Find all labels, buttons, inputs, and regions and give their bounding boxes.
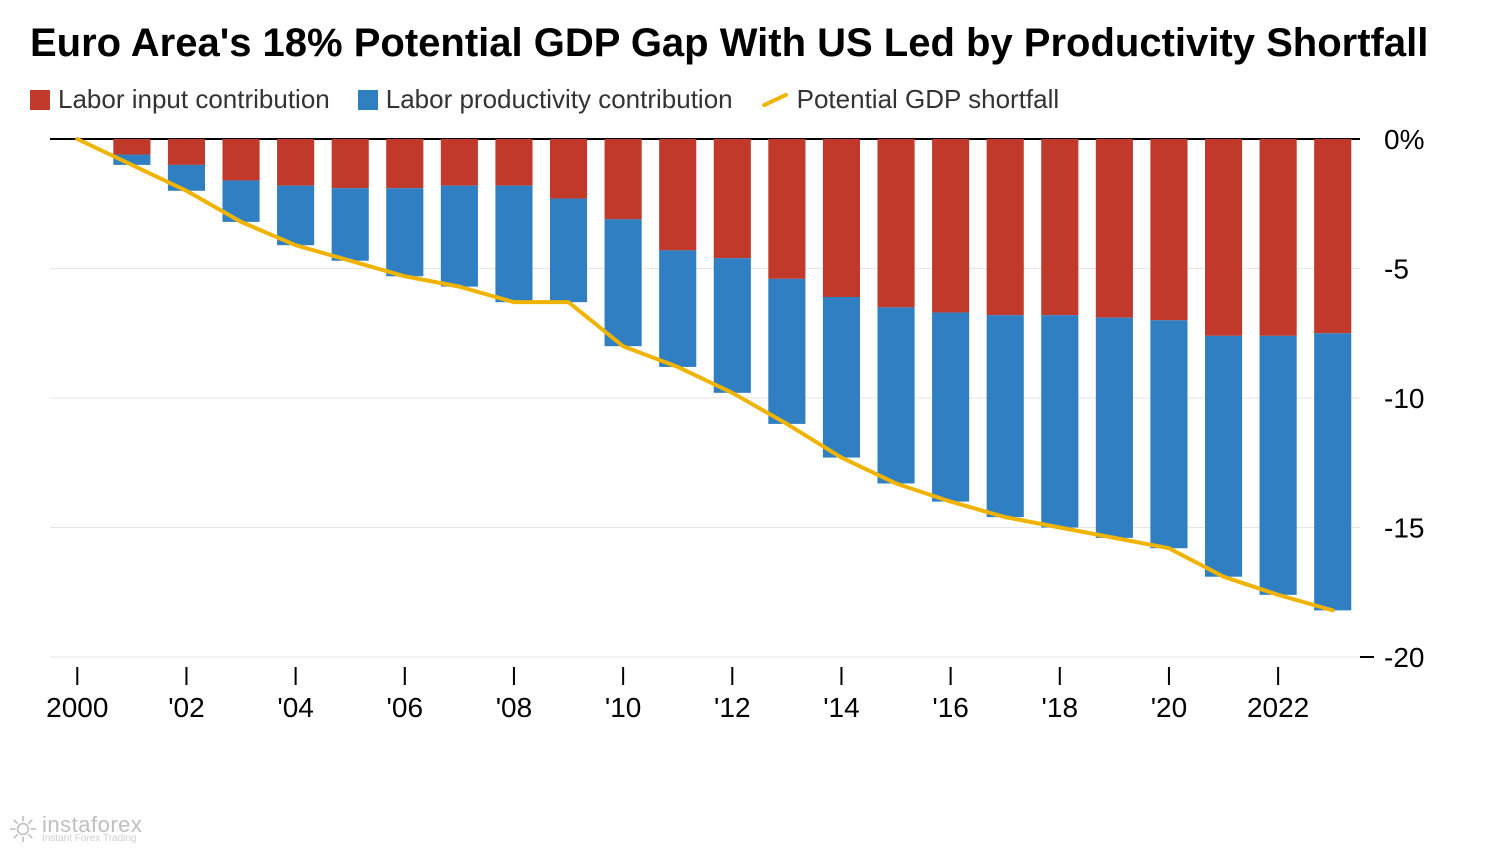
x-tick-label: '12	[714, 692, 751, 723]
bar-labor-productivity	[1205, 336, 1242, 577]
bar-labor-productivity	[714, 258, 751, 393]
x-tick-label: '08	[496, 692, 533, 723]
bar-labor-input	[332, 139, 369, 188]
bar-labor-input	[168, 139, 205, 165]
bar-labor-input	[495, 139, 532, 186]
bar-labor-input	[113, 139, 150, 155]
x-tick-label: 2022	[1247, 692, 1309, 723]
bar-labor-input	[1096, 139, 1133, 318]
bar-labor-input	[987, 139, 1024, 315]
bar-labor-productivity	[987, 315, 1024, 517]
x-tick-label: '16	[932, 692, 969, 723]
bar-labor-productivity	[495, 186, 532, 303]
bar-labor-input	[550, 139, 587, 199]
y-tick-label: -5	[1384, 253, 1409, 284]
legend-label: Potential GDP shortfall	[797, 84, 1060, 115]
chart-title: Euro Area's 18% Potential GDP Gap With U…	[30, 20, 1470, 66]
legend-item: Labor productivity contribution	[358, 84, 733, 115]
bar-labor-input	[222, 139, 259, 180]
x-tick-label: '14	[823, 692, 860, 723]
bar-labor-input	[277, 139, 314, 186]
x-tick-label: 2000	[46, 692, 108, 723]
legend-label: Labor productivity contribution	[386, 84, 733, 115]
chart-legend: Labor input contribution Labor productivi…	[30, 84, 1470, 115]
legend-line-swatch	[761, 92, 788, 107]
bar-labor-productivity	[1041, 315, 1078, 527]
bar-labor-productivity	[550, 199, 587, 303]
x-tick-label: '02	[168, 692, 205, 723]
x-tick-label: '06	[387, 692, 424, 723]
bar-labor-input	[386, 139, 423, 188]
legend-item: Potential GDP shortfall	[761, 84, 1060, 115]
legend-swatch	[30, 90, 50, 110]
bar-labor-productivity	[768, 279, 805, 424]
bar-labor-productivity	[1150, 320, 1187, 548]
x-tick-label: '18	[1042, 692, 1079, 723]
bar-labor-productivity	[1096, 318, 1133, 538]
bar-labor-input	[605, 139, 642, 219]
bar-labor-productivity	[823, 297, 860, 458]
bar-labor-productivity	[277, 186, 314, 246]
bar-labor-input	[768, 139, 805, 279]
bar-labor-productivity	[441, 186, 478, 287]
y-tick-label: -20	[1384, 642, 1424, 673]
bar-labor-input	[1260, 139, 1297, 336]
chart-container: Euro Area's 18% Potential GDP Gap With U…	[0, 0, 1500, 850]
x-tick-label: '20	[1151, 692, 1188, 723]
x-tick-label: '10	[605, 692, 642, 723]
watermark-text: instaforex Instant Forex Trading	[42, 814, 142, 844]
bar-labor-input	[823, 139, 860, 297]
y-tick-label: 0%	[1384, 125, 1424, 155]
chart-plot-area: 0% -5 -10 -15 -20 2000 '02 '04 '06 '08 '10 '12 '14 '1…	[30, 125, 1470, 735]
bar-labor-input	[1150, 139, 1187, 320]
legend-item: Labor input contribution	[30, 84, 330, 115]
bar-labor-productivity	[332, 188, 369, 261]
bar-labor-input	[1314, 139, 1351, 333]
chart-svg: 0% -5 -10 -15 -20 2000 '02 '04 '06 '08 '10 '12 '14 '1…	[30, 125, 1470, 735]
line-potential-gdp-shortfall	[77, 139, 1332, 610]
bar-labor-productivity	[1314, 333, 1351, 610]
legend-swatch	[358, 90, 378, 110]
bar-labor-input	[877, 139, 914, 307]
bar-labor-productivity	[605, 219, 642, 346]
bar-labor-input	[1041, 139, 1078, 315]
watermark-sub: Instant Forex Trading	[42, 834, 142, 844]
bar-labor-input	[659, 139, 696, 250]
bar-labor-input	[441, 139, 478, 186]
bar-labor-input	[932, 139, 969, 313]
bar-labor-input	[1205, 139, 1242, 336]
watermark-icon	[10, 816, 36, 842]
bar-labor-productivity	[932, 313, 969, 502]
watermark: instaforex Instant Forex Trading	[0, 808, 152, 850]
bar-labor-productivity	[877, 307, 914, 483]
bar-labor-productivity	[168, 165, 205, 191]
legend-label: Labor input contribution	[58, 84, 330, 115]
x-tick-label: '04	[277, 692, 314, 723]
y-tick-label: -15	[1384, 512, 1424, 543]
bar-labor-productivity	[1260, 336, 1297, 595]
bar-labor-productivity	[659, 250, 696, 367]
bar-labor-input	[714, 139, 751, 258]
bar-labor-productivity	[386, 188, 423, 276]
y-tick-label: -10	[1384, 383, 1424, 414]
